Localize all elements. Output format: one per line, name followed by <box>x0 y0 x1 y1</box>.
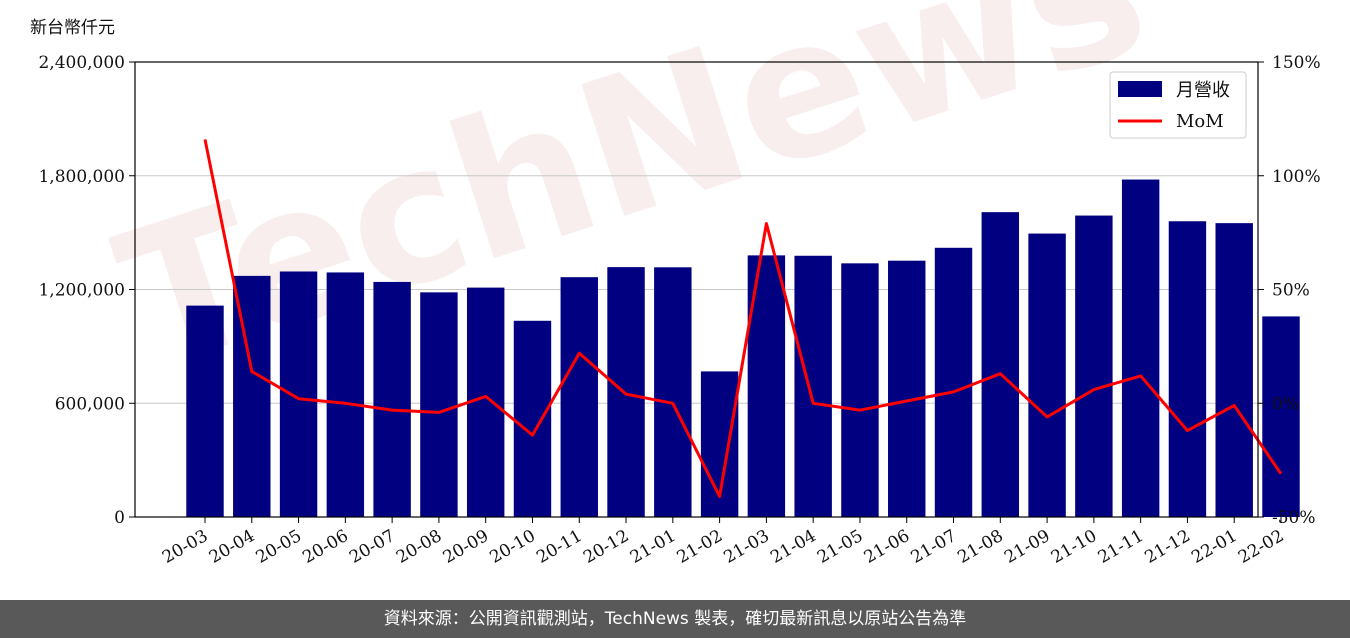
bar <box>1262 316 1300 517</box>
x-tick-label: 21-08 <box>954 526 1006 568</box>
x-axis: 20-0320-0420-0520-0620-0720-0820-0920-10… <box>159 517 1288 568</box>
mom-line <box>203 139 1283 498</box>
bar <box>1028 233 1066 517</box>
x-tick-label: 22-02 <box>1235 526 1287 568</box>
legend: 月營收 MoM <box>1109 71 1247 139</box>
x-tick-label: 20-10 <box>487 526 539 568</box>
line-series <box>203 139 1283 498</box>
bar <box>279 271 318 517</box>
bar <box>607 267 645 517</box>
y-axis-left: 0 600,000 1,200,000 1,800,000 2,400,000 <box>38 53 135 528</box>
x-tick-label: 21-09 <box>1001 526 1053 568</box>
y-left-tick-label: 0 <box>114 508 125 528</box>
bar <box>560 277 598 517</box>
x-tick-label: 20-03 <box>159 526 211 568</box>
bar <box>1215 223 1253 518</box>
legend-line-label: MoM <box>1176 111 1224 132</box>
bar <box>1075 215 1113 517</box>
bar <box>466 287 505 517</box>
x-tick-label: 20-06 <box>299 526 351 568</box>
x-tick-label: 20-09 <box>440 526 492 568</box>
y-left-tick-label: 1,200,000 <box>38 281 125 301</box>
bar <box>794 255 832 518</box>
x-tick-label: 21-11 <box>1095 526 1147 568</box>
x-tick-label: 21-10 <box>1048 526 1100 568</box>
x-tick-label: 20-11 <box>533 526 585 568</box>
unit-label: 新台幣仟元 <box>30 18 115 38</box>
bar <box>1168 221 1207 517</box>
x-tick-label: 20-04 <box>206 526 258 568</box>
y-left-tick-label: 1,800,000 <box>38 167 125 187</box>
y-axis-right: -50% 0% 50% 100% 150% <box>1258 53 1321 528</box>
legend-bar-swatch <box>1118 81 1162 97</box>
bar <box>981 212 1020 517</box>
x-tick-label: 21-03 <box>720 526 772 568</box>
bar <box>841 263 879 517</box>
chart: TechNews 新台幣仟元 0600,0001,200,0001,800,00… <box>30 0 1321 568</box>
bar <box>186 305 224 517</box>
x-tick-label: 21-06 <box>861 526 913 568</box>
x-tick-label: 22-01 <box>1188 526 1240 568</box>
x-tick-label: 20-05 <box>253 526 305 568</box>
bar <box>373 281 411 517</box>
footer-source: 資料來源：公開資訊觀測站，TechNews 製表，確切最新訊息以原站公告為準 <box>0 600 1350 638</box>
x-tick-label: 20-12 <box>580 526 632 568</box>
y-right-tick-label: 0% <box>1272 394 1299 414</box>
x-tick-label: 20-08 <box>393 526 445 568</box>
bar <box>1121 179 1160 517</box>
x-tick-label: 21-01 <box>627 526 679 568</box>
y-right-tick-label: 100% <box>1272 167 1321 187</box>
bar <box>934 247 973 517</box>
x-tick-label: 21-12 <box>1141 526 1193 568</box>
x-tick-label: 21-04 <box>767 526 819 568</box>
bar <box>326 272 365 517</box>
bar <box>420 292 458 517</box>
bar-series <box>186 179 1300 518</box>
bar <box>888 260 926 517</box>
bar <box>654 267 692 517</box>
y-right-tick-label: -50% <box>1272 508 1316 528</box>
bar <box>513 320 552 517</box>
legend-bar-label: 月營收 <box>1176 80 1230 101</box>
x-tick-label: 21-05 <box>814 526 866 568</box>
y-left-tick-label: 2,400,000 <box>38 53 125 73</box>
y-right-tick-label: 150% <box>1272 53 1321 73</box>
x-tick-label: 20-07 <box>346 526 398 568</box>
y-left-tick-label: 600,000 <box>55 394 125 414</box>
y-right-tick-label: 50% <box>1272 281 1310 301</box>
x-tick-label: 21-02 <box>674 526 726 568</box>
x-tick-label: 21-07 <box>908 526 960 568</box>
